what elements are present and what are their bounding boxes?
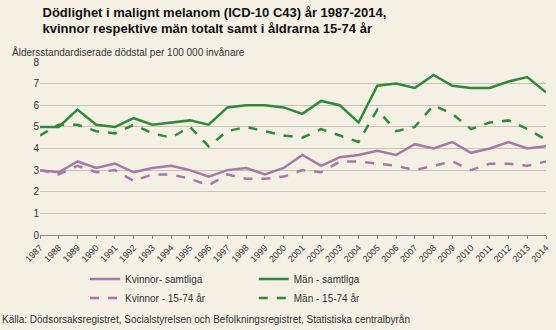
- svg-text:2005: 2005: [361, 243, 382, 264]
- svg-text:1988: 1988: [42, 243, 63, 264]
- svg-text:2002: 2002: [304, 243, 325, 264]
- svg-text:2009: 2009: [436, 243, 457, 264]
- svg-text:2000: 2000: [267, 243, 288, 264]
- svg-text:2013: 2013: [511, 243, 532, 264]
- svg-text:1995: 1995: [173, 243, 194, 264]
- svg-text:3: 3: [33, 165, 39, 176]
- svg-text:0: 0: [33, 230, 39, 241]
- svg-text:Kvinnor- samtliga: Kvinnor- samtliga: [125, 274, 203, 285]
- svg-text:2: 2: [33, 186, 39, 197]
- svg-text:1997: 1997: [211, 243, 232, 264]
- svg-text:2011: 2011: [474, 243, 495, 264]
- svg-text:1989: 1989: [61, 243, 82, 264]
- svg-text:1996: 1996: [192, 243, 213, 264]
- svg-text:1991: 1991: [98, 243, 119, 264]
- svg-text:2001: 2001: [286, 243, 307, 264]
- svg-text:2006: 2006: [379, 243, 400, 264]
- svg-text:Män - 15-74 år: Män - 15-74 år: [294, 293, 360, 304]
- svg-text:2004: 2004: [342, 243, 363, 264]
- svg-text:1998: 1998: [230, 243, 251, 264]
- svg-text:1999: 1999: [248, 243, 269, 264]
- svg-text:2007: 2007: [398, 243, 419, 264]
- svg-text:1992: 1992: [117, 243, 138, 264]
- svg-text:1: 1: [33, 208, 39, 219]
- svg-text:1993: 1993: [136, 243, 157, 264]
- svg-text:Åldersstandardiserade dödstal: Åldersstandardiserade dödstal per 100 00…: [12, 46, 245, 58]
- svg-text:Dödlighet i malignt melanom (I: Dödlighet i malignt melanom (ICD-10 C43)…: [43, 5, 387, 37]
- svg-text:2010: 2010: [454, 243, 475, 264]
- svg-text:6: 6: [33, 100, 39, 111]
- svg-text:1994: 1994: [155, 243, 176, 264]
- svg-text:2003: 2003: [323, 243, 344, 264]
- svg-text:8: 8: [33, 57, 39, 68]
- svg-text:7: 7: [33, 78, 39, 89]
- svg-text:1990: 1990: [80, 243, 101, 264]
- svg-text:2012: 2012: [492, 243, 513, 264]
- svg-text:5: 5: [33, 121, 39, 132]
- svg-text:2008: 2008: [417, 243, 438, 264]
- svg-text:1987: 1987: [23, 243, 44, 264]
- svg-text:Män - samtliga: Män - samtliga: [294, 274, 360, 285]
- svg-text:4: 4: [33, 143, 39, 154]
- svg-text:Källa: Dödsorsaksregistret, So: Källa: Dödsorsaksregistret, Socialstyrel…: [2, 314, 410, 325]
- svg-text:2014: 2014: [529, 243, 550, 264]
- svg-text:Kvinnor - 15-74 år: Kvinnor - 15-74 år: [125, 293, 206, 304]
